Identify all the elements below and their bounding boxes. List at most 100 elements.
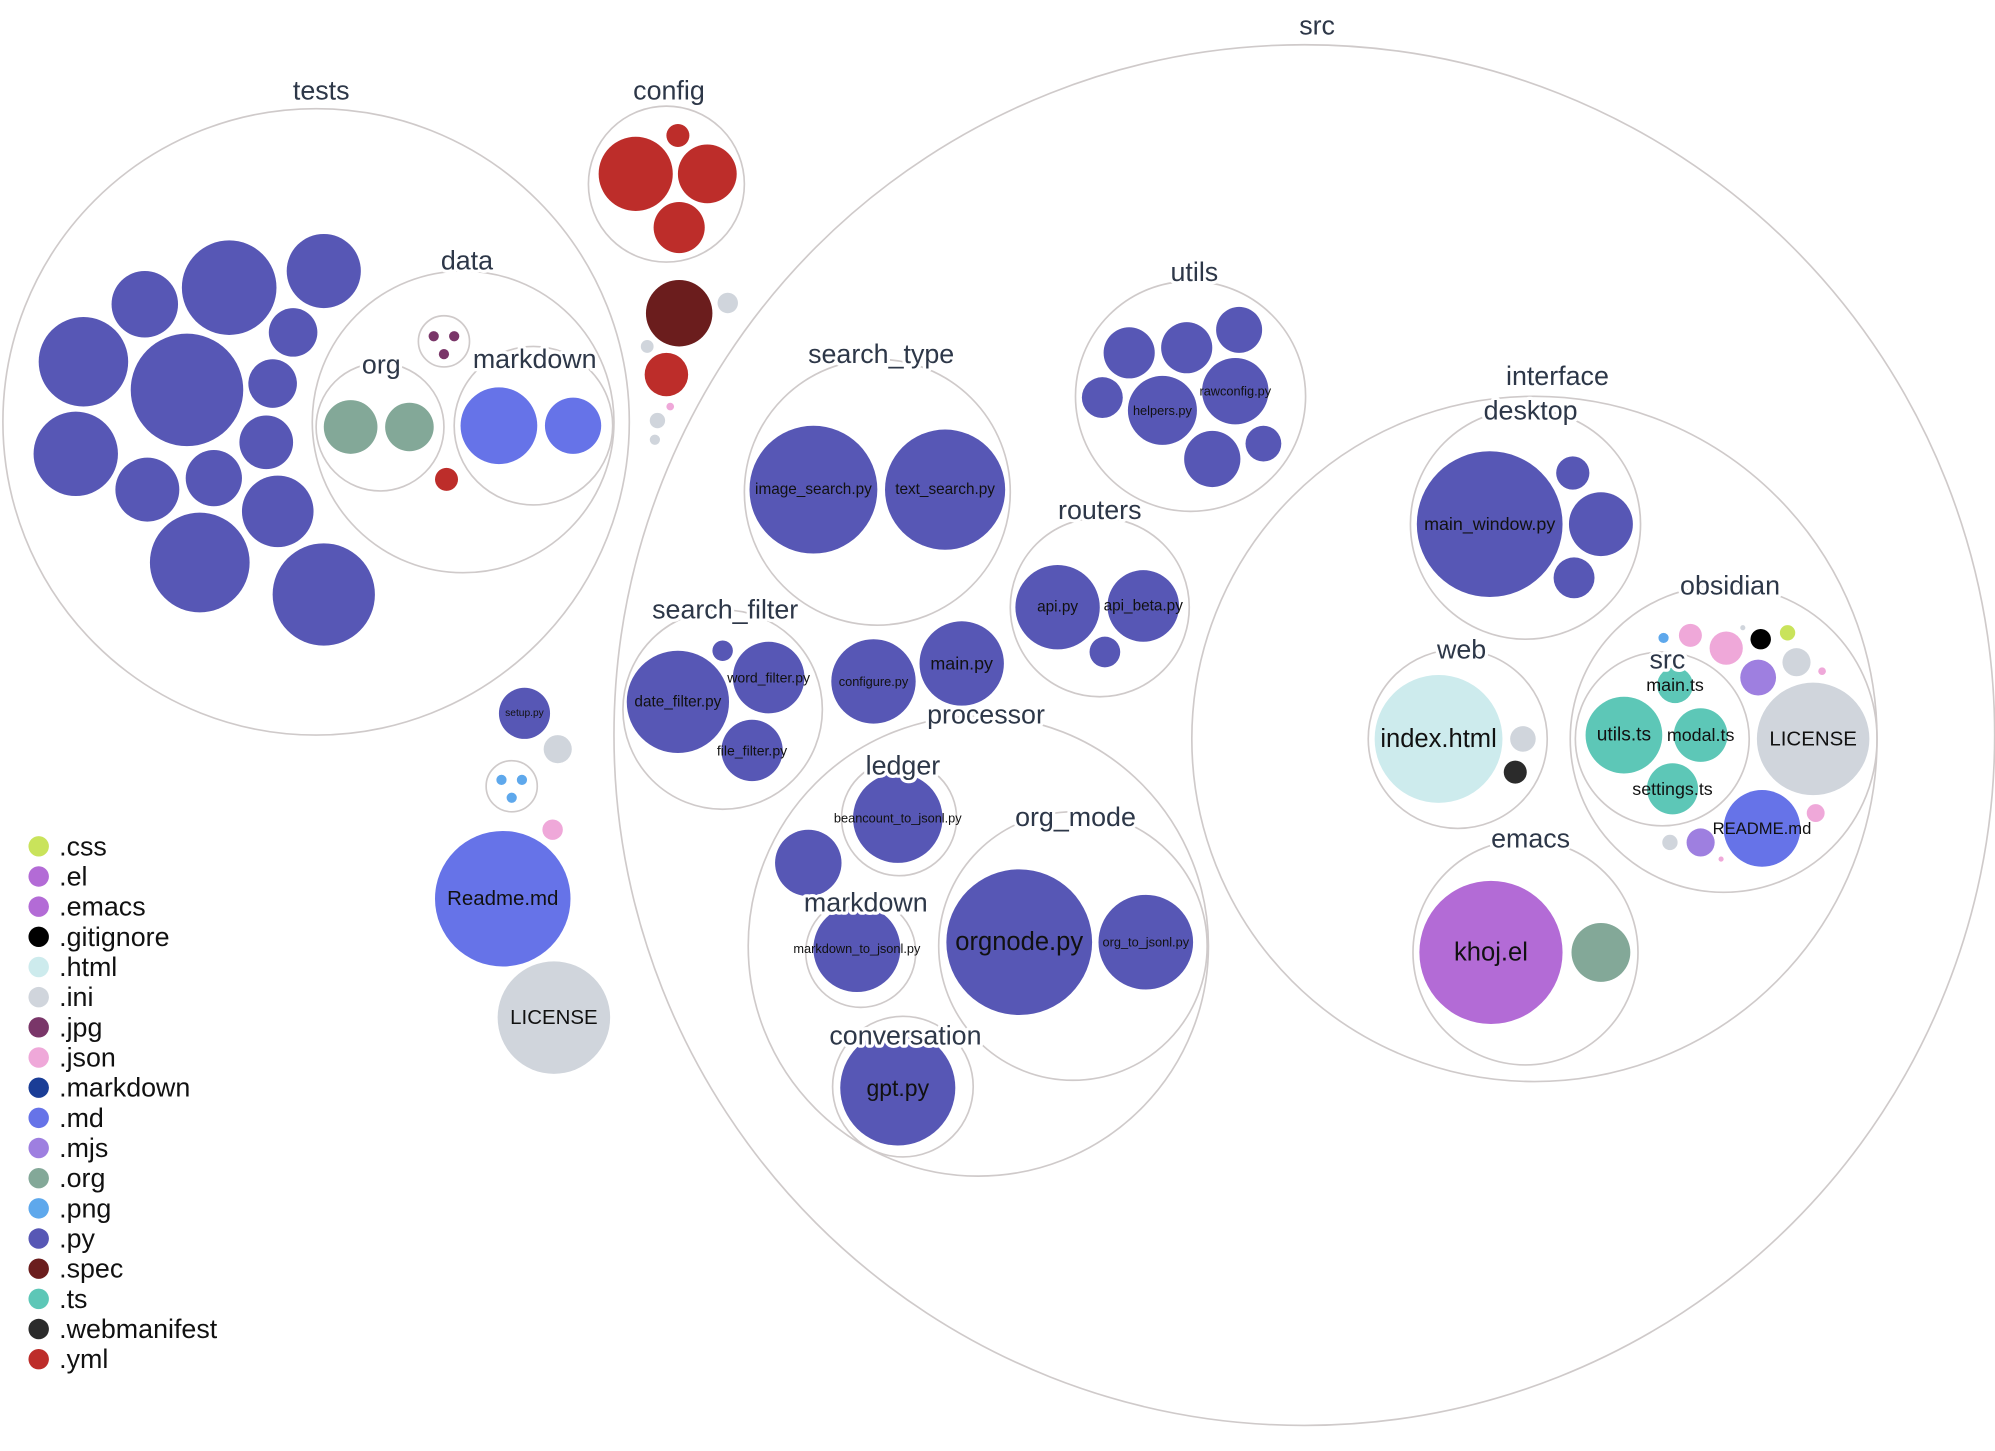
file-circle[interactable] — [460, 387, 538, 465]
file-circle[interactable] — [1553, 557, 1595, 599]
file-circle[interactable] — [1673, 708, 1728, 762]
file-circle[interactable] — [884, 429, 1006, 550]
file-circle[interactable] — [239, 415, 294, 470]
file-circle[interactable] — [449, 331, 460, 342]
folder-circle[interactable] — [315, 362, 445, 492]
file-circle[interactable] — [1107, 570, 1180, 642]
folder-circle[interactable] — [1367, 648, 1549, 830]
file-circle[interactable] — [434, 467, 459, 491]
folder-circle[interactable] — [1569, 584, 1878, 894]
file-circle[interactable] — [1089, 636, 1121, 668]
file-circle[interactable] — [1184, 430, 1241, 488]
folder-circle[interactable] — [840, 759, 958, 877]
file-circle[interactable] — [1646, 763, 1699, 815]
file-circle[interactable] — [840, 1030, 956, 1146]
file-circle[interactable] — [38, 317, 129, 407]
file-circle[interactable] — [1782, 648, 1811, 677]
file-circle[interactable] — [241, 475, 314, 548]
folder-circle[interactable] — [453, 345, 614, 506]
file-circle[interactable] — [1740, 625, 1746, 631]
file-circle[interactable] — [666, 124, 690, 148]
file-circle[interactable] — [1571, 923, 1631, 982]
file-circle[interactable] — [498, 687, 551, 739]
folder-circle[interactable] — [804, 896, 917, 1009]
file-circle[interactable] — [775, 829, 842, 897]
file-circle[interactable] — [831, 639, 916, 724]
folder-circle[interactable] — [747, 715, 1210, 1177]
file-circle[interactable] — [645, 279, 713, 347]
file-circle[interactable] — [1416, 451, 1563, 598]
folder-circle[interactable] — [622, 608, 824, 811]
file-circle[interactable] — [1419, 880, 1563, 1025]
file-circle[interactable] — [1161, 322, 1213, 374]
folder-circle[interactable] — [1009, 516, 1191, 698]
file-circle[interactable] — [1216, 306, 1263, 353]
folder-circle[interactable] — [1409, 408, 1642, 641]
file-circle[interactable] — [853, 773, 943, 863]
file-circle[interactable] — [33, 411, 118, 497]
file-circle[interactable] — [732, 641, 805, 714]
folder-circle[interactable] — [2, 107, 631, 736]
file-circle[interactable] — [1127, 375, 1197, 445]
file-circle[interactable] — [1709, 631, 1743, 665]
file-circle[interactable] — [1556, 456, 1590, 490]
file-circle[interactable] — [1510, 726, 1536, 752]
file-circle[interactable] — [438, 349, 450, 360]
folder-circle[interactable] — [311, 270, 615, 574]
file-circle[interactable] — [544, 397, 602, 454]
file-circle[interactable] — [497, 961, 611, 1074]
file-circle[interactable] — [749, 425, 878, 554]
file-circle[interactable] — [516, 774, 528, 785]
file-circle[interactable] — [181, 240, 277, 335]
file-circle[interactable] — [248, 359, 297, 408]
file-circle[interactable] — [1723, 790, 1801, 867]
file-circle[interactable] — [644, 352, 689, 397]
file-circle[interactable] — [1503, 760, 1527, 784]
file-circle[interactable] — [666, 402, 675, 411]
file-circle[interactable] — [649, 434, 660, 445]
file-circle[interactable] — [1374, 675, 1503, 803]
file-circle[interactable] — [1098, 894, 1194, 990]
file-circle[interactable] — [1750, 628, 1771, 650]
file-circle[interactable] — [543, 735, 572, 764]
file-circle[interactable] — [496, 774, 507, 785]
file-circle[interactable] — [323, 400, 378, 454]
file-circle[interactable] — [813, 905, 901, 993]
file-circle[interactable] — [149, 512, 250, 613]
folder-circle[interactable] — [1074, 280, 1307, 513]
file-circle[interactable] — [598, 136, 673, 211]
folder-circle[interactable] — [937, 810, 1208, 1082]
folder-circle[interactable] — [485, 759, 539, 813]
file-circle[interactable] — [1740, 659, 1777, 696]
file-circle[interactable] — [1103, 327, 1155, 379]
folder-circle[interactable] — [1412, 839, 1639, 1066]
file-circle[interactable] — [272, 543, 375, 646]
file-circle[interactable] — [1686, 828, 1715, 857]
file-circle[interactable] — [1658, 632, 1669, 644]
file-circle[interactable] — [1718, 856, 1724, 862]
file-circle[interactable] — [506, 792, 517, 803]
file-circle[interactable] — [1015, 565, 1100, 650]
file-circle[interactable] — [721, 719, 783, 782]
file-circle[interactable] — [385, 402, 434, 452]
file-circle[interactable] — [717, 292, 738, 314]
file-circle[interactable] — [712, 640, 733, 661]
file-circle[interactable] — [640, 340, 654, 353]
file-circle[interactable] — [626, 650, 730, 753]
file-circle[interactable] — [428, 331, 439, 342]
file-circle[interactable] — [542, 819, 563, 840]
folder-circle[interactable] — [587, 105, 746, 263]
file-circle[interactable] — [1818, 667, 1826, 676]
file-circle[interactable] — [1568, 492, 1633, 557]
file-circle[interactable] — [1657, 667, 1693, 704]
folder-circle[interactable] — [417, 314, 471, 368]
file-circle[interactable] — [1678, 623, 1702, 647]
file-circle[interactable] — [653, 201, 705, 254]
file-circle[interactable] — [649, 412, 666, 429]
file-circle[interactable] — [1202, 357, 1269, 425]
file-circle[interactable] — [1779, 625, 1796, 641]
file-circle[interactable] — [1245, 425, 1282, 462]
folder-circle[interactable] — [1574, 651, 1751, 827]
file-circle[interactable] — [1806, 804, 1825, 823]
folder-circle[interactable] — [831, 1015, 975, 1158]
